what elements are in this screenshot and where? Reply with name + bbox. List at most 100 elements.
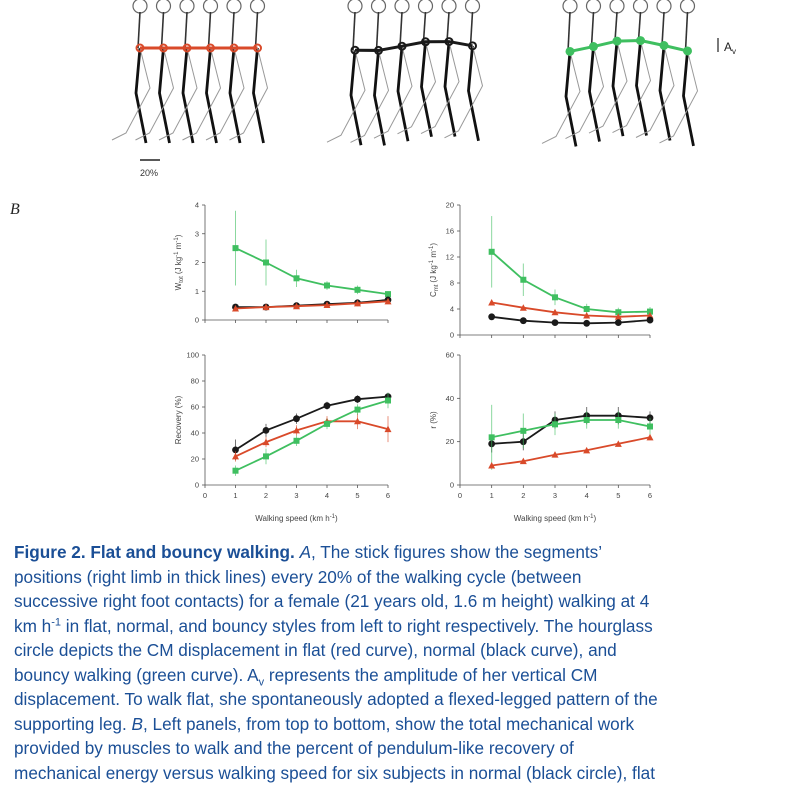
series-line <box>235 300 389 310</box>
data-point <box>232 245 239 252</box>
x-tick-label: 4 <box>325 491 329 500</box>
right-leg <box>635 40 648 136</box>
y-tick-label: 20 <box>191 455 199 464</box>
y-axis-title: Recovery (%) <box>174 395 183 444</box>
left-leg <box>635 45 675 138</box>
x-tick-label: 1 <box>490 491 494 500</box>
right-leg <box>373 50 386 146</box>
head-marker <box>585 0 602 14</box>
cm-marker <box>468 41 477 51</box>
y-tick-label: 100 <box>186 351 199 360</box>
chart-top-left: 0 1 2 3 4 Wtot(J kg-1 m-1) <box>174 201 392 325</box>
right-leg <box>420 41 433 138</box>
stick-figures-panel-a <box>111 0 699 147</box>
amplitude-marker: Av <box>717 38 736 56</box>
chart-bottom-right: 0 20 40 60 0 1 2 3 4 5 6 r (%) Walking speed (km h-1… <box>429 351 654 523</box>
chart-bottom-left: 0 20 40 60 80 100 0 1 2 3 4 5 6 Recovery (%) Walking s… <box>174 351 392 523</box>
x-tick-label: 6 <box>386 491 390 500</box>
data-point <box>551 451 559 458</box>
series-line <box>235 247 389 295</box>
amplitude-label: Av <box>724 40 736 56</box>
caption-line-9: provided by muscles to walk and the perc… <box>14 738 574 758</box>
trunk <box>352 11 356 51</box>
data-point <box>354 286 361 293</box>
head-marker <box>179 0 195 14</box>
data-point <box>262 427 270 434</box>
data-point <box>385 291 391 298</box>
scale-bar: 20% <box>140 159 160 178</box>
head-marker <box>226 0 242 14</box>
data-point <box>232 467 239 474</box>
scale-bar-label: 20% <box>140 168 158 178</box>
y-tick-label: 0 <box>450 481 454 490</box>
head-marker <box>632 0 649 14</box>
series-line <box>235 399 389 472</box>
data-point <box>519 317 527 325</box>
left-leg <box>182 47 222 141</box>
left-leg <box>229 47 269 141</box>
stick-figure-group-1 <box>111 0 269 144</box>
series-red <box>488 433 654 469</box>
y-tick-label: 4 <box>195 201 199 210</box>
cm-trajectory <box>569 39 688 53</box>
y-tick-label: 2 <box>195 258 199 267</box>
left-leg <box>373 46 413 139</box>
data-point <box>646 312 654 319</box>
trunk <box>684 11 689 51</box>
panel-b-label: B <box>10 201 20 218</box>
right-leg <box>658 45 672 141</box>
y-axis-title: Wtot(J kg-1 m-1) <box>174 234 185 290</box>
head-marker <box>155 0 172 14</box>
x-tick-label: 3 <box>294 491 298 500</box>
data-point <box>552 421 558 428</box>
data-point <box>354 395 361 403</box>
series-line <box>491 315 651 325</box>
y-tick-label: 20 <box>446 437 454 446</box>
left-leg <box>588 40 628 134</box>
caption-line-5: circle depicts the CM displacement in fl… <box>14 640 617 660</box>
trunk <box>567 11 571 52</box>
caption-line-6: bouncy walking (green curve). Av represe… <box>14 664 598 688</box>
cm-marker <box>350 45 360 55</box>
x-tick-label: 2 <box>264 491 268 500</box>
data-point <box>354 299 361 307</box>
y-tick-label: 3 <box>195 229 199 238</box>
y-tick-label: 20 <box>446 201 454 210</box>
y-axis-title: Cmt(J kg-1 m-1) <box>429 243 440 297</box>
head-marker <box>562 0 578 14</box>
caption-line-8: supporting leg. B, Left panels, from top… <box>14 713 635 734</box>
x-axis-title: Walking speed (km h-1) <box>514 514 597 523</box>
data-point <box>583 312 591 319</box>
head-marker <box>464 0 481 14</box>
caption-line-1: Figure 2. Flat and bouncy walking. A, Th… <box>14 542 603 562</box>
left-leg <box>565 46 605 139</box>
figure-caption: Figure 2. Flat and bouncy walking. A, Th… <box>14 540 798 785</box>
trunk <box>446 11 450 42</box>
trunk <box>590 11 595 47</box>
data-point <box>647 308 653 315</box>
y-tick-label: 0 <box>450 331 454 340</box>
data-point <box>488 462 496 469</box>
left-leg <box>420 41 460 135</box>
trunk <box>137 11 141 49</box>
cm-marker <box>182 43 192 53</box>
data-point <box>263 259 269 266</box>
data-point <box>583 417 590 423</box>
caption-line-10: mechanical energy versus walking speed f… <box>14 762 655 783</box>
cm-marker <box>421 37 430 47</box>
right-leg <box>349 50 363 146</box>
data-point <box>552 294 558 301</box>
head-marker <box>347 0 363 14</box>
series-green <box>232 210 391 298</box>
trunk <box>399 11 403 47</box>
cm-marker <box>135 43 145 53</box>
left-leg <box>158 47 198 141</box>
caption-line-7: displacement. To walk flat, she spontane… <box>14 689 658 709</box>
x-tick-label: 3 <box>553 491 557 500</box>
x-tick-label: 0 <box>203 491 207 500</box>
data-point <box>293 415 300 423</box>
series-line <box>491 251 651 314</box>
data-point <box>583 446 591 454</box>
x-axis-title: Walking speed (km h-1) <box>255 514 338 523</box>
